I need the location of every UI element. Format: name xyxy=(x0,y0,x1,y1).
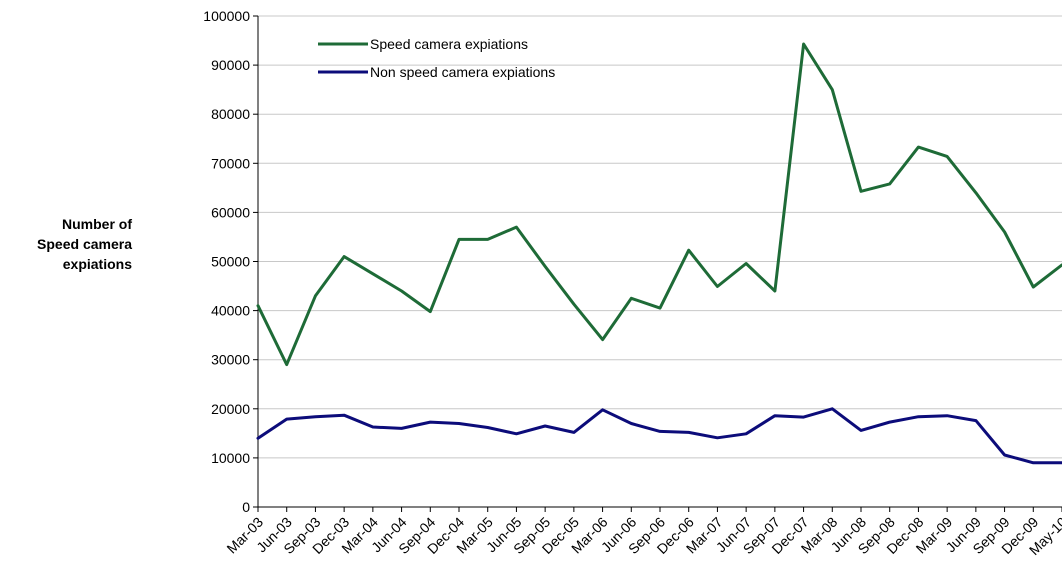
y-tick-label: 20000 xyxy=(211,401,250,417)
y-tick-label: 40000 xyxy=(211,303,250,319)
y-tick-label: 100000 xyxy=(203,8,250,24)
y-tick-label: 70000 xyxy=(211,155,250,171)
y-tick-label: 60000 xyxy=(211,204,250,220)
series-line-1 xyxy=(256,42,1062,367)
y-tick-label: 80000 xyxy=(211,106,250,122)
y-axis-title: Number of Speed camera expiations xyxy=(37,216,132,272)
series-line-2 xyxy=(256,407,1062,465)
y-tick-label: 50000 xyxy=(211,254,250,270)
y-tick-label: 30000 xyxy=(211,352,250,368)
legend-label: Speed camera expiations xyxy=(370,36,528,52)
legend-label: Non speed camera expiations xyxy=(370,64,555,80)
y-tick-label: 10000 xyxy=(211,450,250,466)
y-tick-label: 90000 xyxy=(211,57,250,73)
y-tick-label: 0 xyxy=(242,499,250,515)
